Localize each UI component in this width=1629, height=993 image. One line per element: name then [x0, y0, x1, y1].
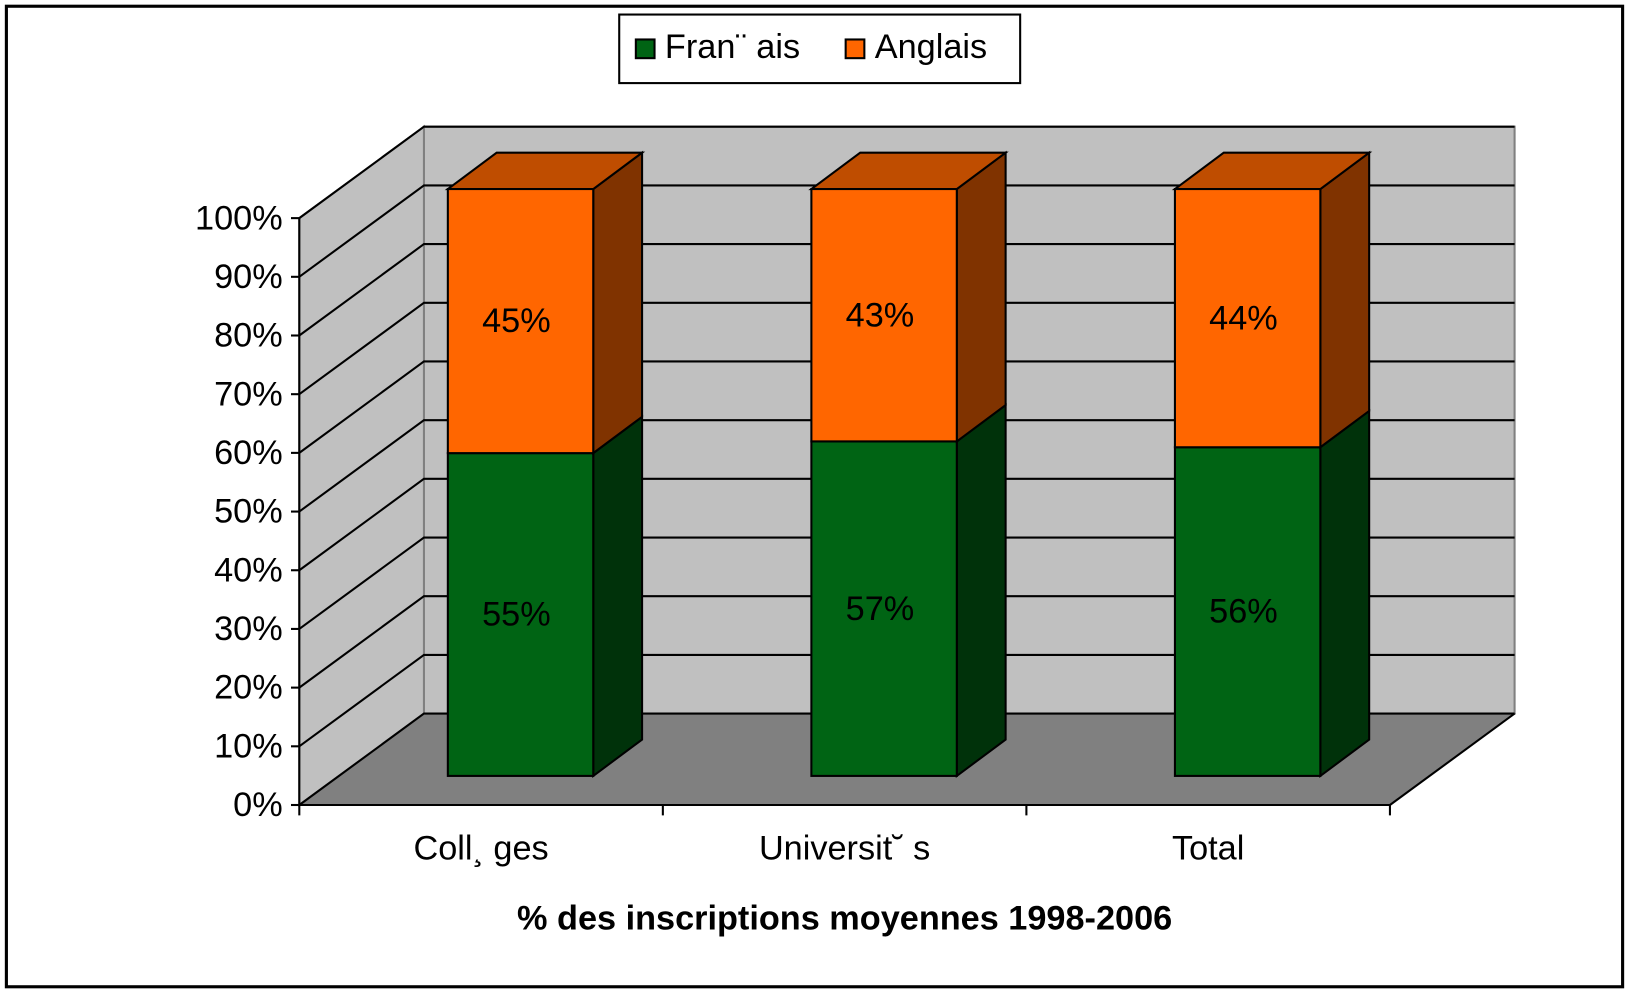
grid-line	[298, 712, 1515, 806]
legend-box	[618, 13, 1022, 85]
y-tick-label: 90%	[214, 258, 283, 296]
bar	[1173, 446, 1322, 777]
grid-line	[298, 477, 1515, 572]
bar-side	[955, 150, 1007, 444]
legend-label: Anglais	[875, 28, 987, 66]
floor-edge	[1389, 712, 1516, 806]
y-tick-label: 60%	[214, 434, 283, 472]
y-tick-label: 0%	[233, 786, 283, 824]
bar	[810, 188, 958, 443]
value-label: 55%	[482, 596, 551, 634]
grid-line	[298, 536, 1515, 630]
bar	[810, 440, 958, 777]
y-tick-label: 100%	[195, 199, 283, 237]
bar-side	[592, 150, 644, 456]
grid-line	[298, 653, 1515, 748]
bar-side	[1319, 150, 1371, 450]
bar	[446, 188, 595, 455]
x-tick-label: Total	[1172, 830, 1244, 868]
value-label: 45%	[482, 302, 551, 340]
value-label: 43%	[846, 296, 915, 334]
grid-line	[298, 184, 1515, 278]
bar	[1173, 188, 1322, 449]
legend-label: Fran¨ ais	[665, 28, 800, 66]
y-tick-label: 20%	[214, 669, 283, 707]
grid-line	[298, 595, 1515, 689]
x-tick-label: Coll¸ ges	[413, 830, 548, 868]
bar-side	[955, 402, 1007, 778]
y-tick-label: 70%	[214, 375, 283, 413]
grid-line	[298, 360, 1515, 454]
legend-swatch	[844, 38, 866, 60]
y-tick-label: 10%	[214, 727, 283, 765]
y-tick-label: 50%	[214, 493, 283, 531]
value-label: 44%	[1209, 299, 1278, 337]
bar-side	[592, 414, 644, 778]
x-axis-title: % des inscriptions moyennes 1998-2006	[517, 899, 1172, 937]
grid-line	[298, 125, 1515, 219]
y-tick-label: 40%	[214, 551, 283, 589]
legend-swatch	[634, 38, 656, 60]
bar	[446, 452, 595, 777]
grid-line	[298, 301, 1515, 396]
y-tick-label: 80%	[214, 317, 283, 355]
bar-side	[1319, 408, 1371, 778]
grid-line	[298, 243, 1515, 337]
grid-line	[298, 419, 1515, 513]
y-tick-label: 30%	[214, 610, 283, 648]
value-label: 56%	[1209, 593, 1278, 631]
value-label: 57%	[846, 590, 915, 628]
x-tick-label: Universit˘ s	[759, 830, 930, 868]
